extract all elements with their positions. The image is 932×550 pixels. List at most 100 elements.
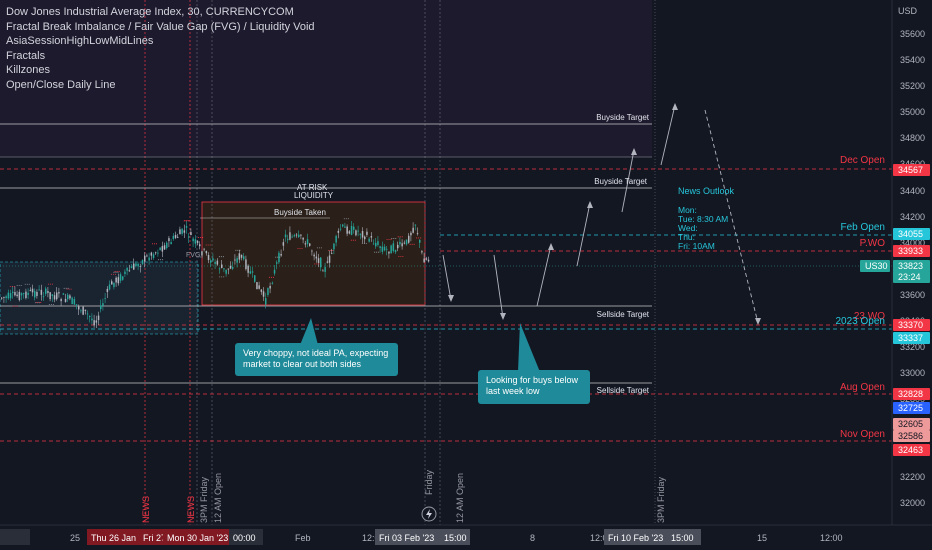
indicator-fvg[interactable]: Fractal Break Imbalance / Fair Value Gap…: [6, 20, 315, 33]
candle-body: [148, 257, 150, 261]
candle-body: [240, 254, 243, 258]
candle-body: [232, 267, 234, 269]
candle-body: [234, 259, 236, 261]
price-tag-box: [893, 164, 930, 176]
candle-body: [425, 258, 428, 260]
candle-body: [97, 315, 100, 320]
time-highlight-box: [163, 529, 229, 545]
sellside-target-label: Sellside Target: [597, 386, 650, 395]
time-tick: 15: [757, 533, 767, 543]
indicator-open-close[interactable]: Open/Close Daily Line: [6, 78, 116, 91]
candle-body: [366, 231, 368, 235]
liquidity-label: LIQUIDITY: [294, 191, 334, 200]
price-tick: 35600: [900, 29, 925, 39]
candle-body: [40, 289, 43, 295]
price-tag-box: [893, 319, 930, 331]
candle-body: [390, 245, 392, 254]
candle-body: [181, 228, 183, 234]
candle-body: [190, 232, 192, 236]
candle-body: [342, 224, 344, 227]
candle-body: [392, 243, 395, 252]
candle-body: [267, 288, 269, 296]
lightning-icon[interactable]: [421, 506, 437, 522]
feb-open-label: Feb Open: [841, 222, 885, 233]
callout-tail: [518, 323, 540, 372]
candle-body: [155, 252, 157, 254]
candle-body: [16, 294, 18, 297]
candle-body: [271, 282, 274, 284]
candle-body: [201, 251, 203, 256]
fvg-label: FVG: [186, 252, 200, 259]
candle-body: [386, 248, 388, 250]
time-highlight-label: 15:00: [444, 533, 467, 543]
candle-body: [229, 265, 232, 269]
price-tag-box: [893, 418, 930, 430]
price-tick: 32200: [900, 472, 925, 482]
candle-body: [399, 241, 401, 245]
candle-body: [80, 310, 82, 312]
candle-body: [177, 236, 179, 238]
news-outlook-title: News Outlook: [678, 186, 735, 196]
candle-body: [157, 252, 159, 254]
symbol-title[interactable]: Dow Jones Industrial Average Index, 30, …: [6, 6, 294, 18]
candle-body: [203, 248, 205, 250]
23-wo-label: 23 WO: [854, 311, 885, 322]
price-tag-value: 32586: [898, 431, 923, 441]
candle-body: [254, 275, 256, 282]
candle-body: [375, 242, 377, 247]
time-highlight-box: [440, 529, 470, 545]
price-tag-value: 32605: [898, 419, 923, 429]
price-tick: 35400: [900, 55, 925, 65]
candle-body: [14, 292, 16, 296]
candle-body: [210, 260, 212, 263]
candle-body: [258, 285, 260, 289]
sellside-target-label: Sellside Target: [597, 310, 650, 319]
indicator-fractals[interactable]: Fractals: [6, 49, 46, 62]
candle-body: [214, 261, 216, 264]
price-tag-box: [893, 402, 930, 414]
candle-body: [247, 265, 249, 273]
time-highlight-label: Fri 10 Feb '23: [608, 533, 663, 543]
candle-body: [339, 228, 342, 230]
time-highlight-box: [87, 529, 147, 545]
aug-open-label: Aug Open: [840, 382, 885, 393]
candle-body: [269, 285, 271, 289]
buys-note-text: Looking for buys below last week low: [486, 375, 579, 396]
time-highlight-box: [667, 529, 701, 545]
candle-body: [174, 235, 177, 238]
candle-body: [251, 271, 254, 273]
time-highlight-label: 15:00: [671, 533, 694, 543]
candle-body: [368, 238, 370, 242]
candle-body: [403, 242, 406, 244]
candle-body: [12, 291, 14, 293]
indicator-asia-session[interactable]: AsiaSessionHighLowMidLines: [6, 35, 154, 47]
candle-body: [337, 230, 340, 233]
candle-body: [419, 239, 421, 243]
price-tag-value: 33337: [898, 333, 923, 343]
candle-body: [144, 255, 146, 262]
choppy-note-callout[interactable]: Very choppy, not ideal PA, expecting mar…: [235, 343, 398, 376]
callout-tail: [300, 318, 318, 345]
candle-body: [412, 227, 414, 233]
candle-body: [78, 306, 80, 310]
chart-legend: Dow Jones Industrial Average Index, 30, …: [6, 5, 315, 92]
candle-body: [388, 251, 390, 254]
time-highlight-box: [229, 529, 263, 545]
candle-body: [75, 304, 78, 306]
candle-body: [227, 268, 230, 270]
candle-body: [221, 264, 223, 269]
candle-body: [370, 236, 373, 238]
price-tag-value: 33370: [898, 320, 923, 330]
candle-body: [58, 292, 60, 294]
indicator-killzones[interactable]: Killzones: [6, 64, 51, 76]
candle-body: [421, 251, 423, 253]
candle-body: [95, 320, 98, 323]
candle-body: [146, 255, 148, 257]
buys-note-callout[interactable]: Looking for buys below last week low: [478, 370, 590, 404]
session-label: 3PM Friday: [199, 476, 209, 523]
candle-body: [427, 259, 430, 262]
candle-body: [216, 260, 219, 265]
candle-body: [295, 234, 298, 236]
